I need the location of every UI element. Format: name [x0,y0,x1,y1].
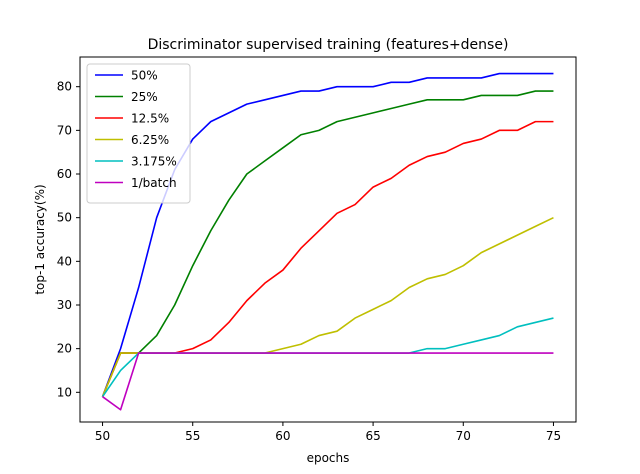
series-line-25 [101,90,554,397]
legend-box [86,63,191,204]
y-tick-label: 30 [57,298,72,312]
y-axis-label: top-1 accuracy(%) [33,184,47,294]
series-layer [101,72,554,411]
y-tick-label: 20 [57,342,72,356]
y-axis: 10 20 30 40 50 60 70 80 [57,80,80,399]
y-tick-label: 50 [57,211,72,225]
x-tick-label: 65 [365,429,380,443]
chart-title: Discriminator supervised training (featu… [148,37,509,53]
x-tick-label: 55 [185,429,200,443]
y-tick-label: 80 [57,80,72,94]
x-tick-label: 60 [275,429,290,443]
plot-frame [79,56,577,423]
legend-label: 25% [131,90,158,104]
x-tick-label: 50 [95,429,110,443]
legend: 50% 25% 12.5% 6.25% 3.175% 1/batch [86,63,191,204]
legend-label: 1/batch [131,176,177,190]
y-tick-label: 40 [57,254,72,268]
y-tick-label: 70 [57,123,72,137]
series-line-3-175 [101,317,554,398]
series-line-6-25 [101,216,554,397]
x-tick-label: 70 [456,429,471,443]
x-axis-label: epochs [307,451,350,465]
legend-label: 6.25% [131,133,169,147]
legend-label: 50% [131,69,158,83]
series-line-1-batch [102,352,554,411]
y-tick-label: 60 [57,167,72,181]
legend-label: 3.175% [131,155,177,169]
y-tick-label: 10 [57,385,72,399]
legend-label: 12.5% [131,112,169,126]
x-tick-label: 75 [546,429,561,443]
x-axis: 50 55 60 65 70 75 [95,422,561,443]
